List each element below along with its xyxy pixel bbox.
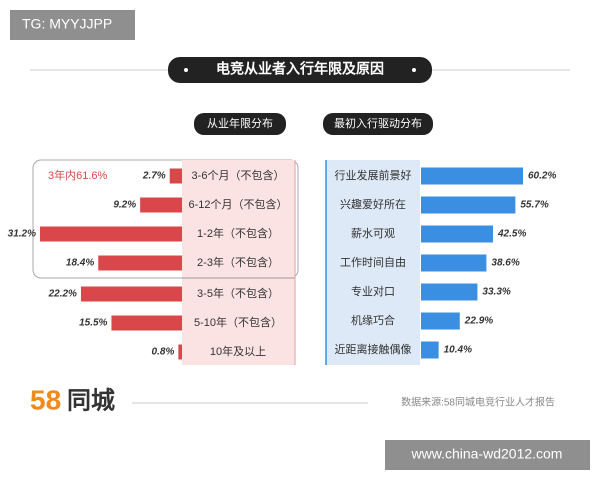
logo-name: 同城 bbox=[67, 386, 115, 414]
label-panel bbox=[182, 160, 295, 365]
subtitle-pill bbox=[323, 113, 433, 135]
category-label: 兴趣爱好所在 bbox=[340, 197, 406, 211]
value-label: 33.3% bbox=[482, 287, 510, 298]
bar bbox=[421, 312, 460, 330]
value-label: 22.9% bbox=[464, 316, 493, 327]
category-label: 5-10年（不包含） bbox=[194, 315, 282, 329]
bar bbox=[421, 196, 516, 214]
category-label: 工作时间自由 bbox=[340, 255, 406, 269]
chart-title: 从业年限分布 bbox=[207, 116, 273, 130]
category-label: 近距离接触偶像 bbox=[335, 342, 412, 356]
category-label: 3-6个月（不包含） bbox=[192, 168, 285, 182]
bar bbox=[421, 254, 487, 272]
website: www.china-wd2012.com bbox=[411, 446, 563, 462]
source: 数据来源:58同城电竞行业人才报告 bbox=[401, 396, 555, 409]
value-label: 31.2% bbox=[8, 229, 36, 240]
watermark: TG: MYYJJPP bbox=[22, 16, 112, 32]
value-label: 55.7% bbox=[520, 200, 548, 211]
category-label: 10年及以上 bbox=[210, 344, 266, 358]
category-label: 2-3年（不包含） bbox=[197, 255, 279, 269]
category-label: 专业对口 bbox=[351, 284, 395, 298]
title-dot bbox=[412, 68, 416, 72]
title-banner bbox=[168, 57, 432, 83]
bar bbox=[421, 341, 439, 359]
value-label: 22.2% bbox=[48, 289, 77, 300]
value-label: 15.5% bbox=[79, 318, 107, 329]
category-label: 1-2年（不包含） bbox=[197, 226, 279, 240]
bar bbox=[140, 197, 182, 213]
bar bbox=[40, 226, 182, 242]
value-label: 18.4% bbox=[66, 258, 94, 269]
bar bbox=[421, 167, 523, 185]
category-label: 机缘巧合 bbox=[351, 313, 395, 327]
bar bbox=[421, 225, 494, 243]
logo-number: 58 bbox=[30, 384, 61, 415]
value-label: 2.7% bbox=[142, 171, 166, 182]
category-label: 3-5年（不包含） bbox=[197, 286, 279, 300]
bar bbox=[111, 315, 182, 331]
bar bbox=[178, 344, 182, 360]
value-label: 9.2% bbox=[113, 200, 136, 211]
chart-title: 最初入行驱动分布 bbox=[334, 116, 422, 130]
title: 电竞从业者入行年限及原因 bbox=[216, 61, 384, 77]
bar bbox=[80, 286, 182, 302]
subtitle-pill bbox=[194, 113, 286, 135]
label-panel bbox=[326, 160, 420, 365]
value-label: 0.8% bbox=[152, 347, 175, 358]
category-label: 6-12个月（不包含） bbox=[188, 197, 287, 211]
bar bbox=[421, 283, 478, 301]
bar bbox=[98, 255, 182, 271]
value-label: 42.5% bbox=[497, 229, 526, 240]
value-label: 38.6% bbox=[491, 258, 519, 269]
annotation-box bbox=[32, 159, 299, 279]
value-label: 10.4% bbox=[444, 345, 472, 356]
annotation: 3年内61.6% bbox=[48, 168, 108, 182]
watermark-box bbox=[10, 10, 135, 40]
value-label: 60.2% bbox=[528, 171, 556, 182]
bar bbox=[169, 168, 182, 184]
title-dot bbox=[184, 68, 188, 72]
website-box bbox=[385, 440, 590, 470]
category-label: 行业发展前景好 bbox=[335, 168, 412, 182]
category-label: 薪水可观 bbox=[351, 227, 395, 240]
